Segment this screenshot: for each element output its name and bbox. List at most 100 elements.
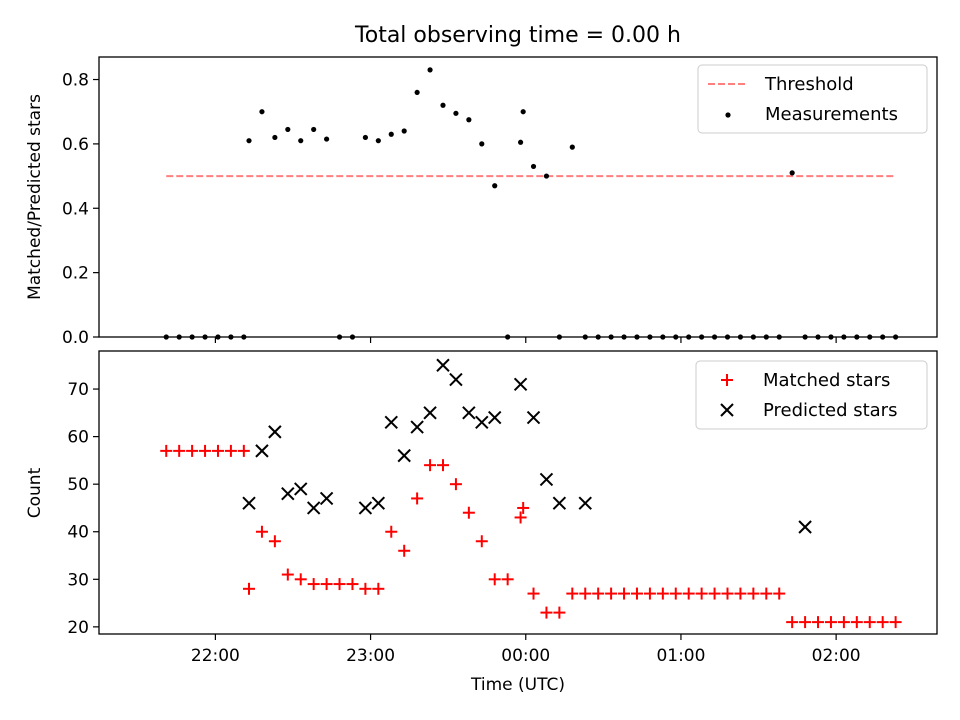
matched-stars-point: [747, 587, 760, 600]
measurement-point: [440, 102, 446, 108]
top-y-tick-label: 0.0: [62, 328, 89, 348]
top-axes: 0.00.20.40.60.8 Matched/Predicted stars …: [25, 56, 938, 348]
x-axis-label: Time (UTC): [470, 675, 565, 695]
matched-stars-point: [320, 578, 333, 591]
matched-stars-point: [186, 444, 199, 457]
bottom-y-tick-label: 20: [67, 618, 89, 638]
matched-stars-point: [294, 573, 307, 586]
matched-stars-point: [786, 616, 799, 629]
predicted-stars-point: [294, 482, 308, 496]
matched-stars-point: [475, 535, 488, 548]
bottom-plot-area: [160, 358, 902, 629]
matched-stars-point: [656, 587, 669, 600]
matched-stars-point: [462, 506, 475, 519]
measurement-point: [543, 173, 550, 179]
matched-stars-point: [824, 616, 837, 629]
bottom-y-tick-label: 30: [67, 570, 89, 590]
matched-stars-point: [398, 544, 411, 557]
matched-stars-point: [517, 501, 530, 514]
measurement-point: [414, 89, 420, 96]
matched-stars-point: [669, 587, 682, 600]
matched-stars-point: [579, 587, 592, 600]
matched-stars-point: [281, 568, 294, 581]
matched-stars-point: [255, 525, 268, 538]
top-y-ticks: 0.0 0.2 0.4 0.6 0.8: [62, 71, 99, 348]
matched-stars-point: [630, 587, 643, 600]
matched-stars-point: [527, 587, 540, 600]
predicted-stars-point: [397, 448, 411, 463]
matched-stars-point: [799, 616, 812, 629]
legend-predicted-label: Predicted stars: [763, 400, 897, 421]
top-y-tick-label: 0.4: [62, 199, 89, 219]
predicted-stars-point: [423, 406, 437, 420]
measurement-point: [246, 138, 252, 144]
matched-stars-point: [243, 582, 256, 595]
top-y-axis-label: Matched/Predicted stars: [25, 94, 45, 300]
chart-title: Total observing time = 0.00 h: [354, 23, 681, 48]
matched-stars-point: [173, 444, 186, 457]
matched-stars-point: [160, 444, 173, 457]
legend-measurements-label: Measurements: [765, 104, 898, 125]
matched-stars-point: [333, 578, 346, 591]
x-tick-label: 01:00: [656, 646, 705, 666]
bottom-y-tick-label: 60: [67, 428, 89, 448]
predicted-stars-point: [475, 415, 489, 430]
legend-threshold-label: Threshold: [764, 74, 854, 95]
predicted-stars-point: [488, 410, 502, 425]
matched-stars-point: [553, 606, 566, 619]
predicted-stars-point: [552, 496, 567, 510]
matched-stars-point: [592, 587, 605, 600]
legend-matched-swatch: [721, 374, 733, 386]
measurement-point: [362, 134, 369, 141]
measurement-point: [492, 183, 498, 189]
predicted-stars-point: [268, 425, 282, 439]
bottom-axes-frame: [98, 350, 938, 635]
matched-stars-point: [488, 573, 501, 586]
x-tick-label: 23:00: [346, 646, 395, 666]
matched-stars-point: [643, 587, 656, 600]
bottom-axes: 20 30 40 50 60 70 22:00 23:00 00:00 01:00 02:00 C…: [25, 350, 938, 695]
x-tick-label: 00:00: [501, 646, 550, 666]
measurement-point: [324, 136, 330, 142]
matched-stars-point: [372, 582, 385, 595]
bottom-legend-box: [695, 360, 928, 430]
measurement-point: [285, 126, 291, 133]
predicted-stars-point: [255, 444, 269, 458]
matched-stars-point: [346, 578, 359, 591]
matched-stars-point: [514, 511, 527, 524]
matched-stars-point: [708, 587, 721, 600]
matched-stars-point: [501, 573, 514, 586]
bottom-y-tick-label: 70: [67, 380, 89, 400]
measurement-point: [427, 67, 433, 73]
x-tick-label: 02:00: [812, 646, 861, 666]
measurement-point: [569, 144, 575, 150]
predicted-stars-point: [319, 491, 334, 506]
matched-stars-point: [307, 578, 320, 591]
matched-stars-point: [540, 606, 553, 619]
measurement-point: [789, 170, 795, 176]
top-legend-box: [697, 64, 928, 134]
matched-stars-point: [566, 587, 579, 600]
matched-stars-point: [889, 616, 902, 629]
top-x-ticks: [214, 337, 837, 343]
predicted-stars-point: [526, 410, 541, 425]
measurement-point: [466, 117, 472, 123]
matched-stars-point: [837, 616, 850, 629]
measurement-point: [272, 134, 278, 141]
measurement-point: [517, 139, 524, 145]
predicted-stars-point: [410, 420, 424, 434]
measurement-point: [259, 109, 265, 115]
matched-stars-point: [449, 478, 462, 491]
bottom-y-tick-label: 50: [67, 475, 89, 495]
predicted-stars-point: [462, 406, 476, 420]
matched-stars-point: [618, 587, 631, 600]
predicted-stars-point: [281, 486, 295, 501]
measurement-point: [375, 138, 381, 144]
matched-stars-point: [605, 587, 618, 600]
top-y-tick-label: 0.8: [62, 71, 89, 91]
predicted-stars-point: [436, 358, 450, 372]
bottom-legend: Matched stars Predicted stars: [695, 360, 928, 430]
predicted-stars-point: [358, 501, 373, 515]
measurement-point: [401, 128, 407, 134]
